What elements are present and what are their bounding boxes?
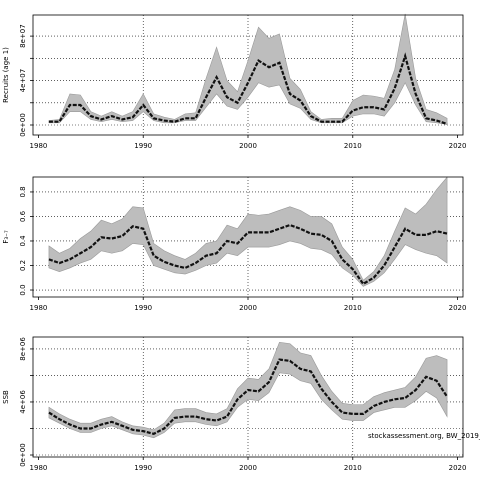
y-tick-label: 0.6 <box>19 210 27 222</box>
y-tick-label: 0.0 <box>19 284 27 295</box>
x-tick-label: 1990 <box>134 464 152 472</box>
y-tick-label: 0.2 <box>19 260 27 271</box>
estimate-line <box>48 223 448 286</box>
y-tick-label: 0.4 <box>19 235 27 247</box>
x-tick-label: 2010 <box>344 142 362 150</box>
confidence-band <box>48 13 448 125</box>
estimate-line <box>48 358 448 435</box>
estimate-line <box>48 52 448 125</box>
y-tick-label: 8e+07 <box>19 24 27 48</box>
y-tick-label: 0e+00 <box>19 113 27 137</box>
panel: 1980 1990 2000 2010 2020 0e+00 4e+07 8e+07 Recru… <box>2 13 467 150</box>
y-tick-label: 4e+06 <box>19 390 27 414</box>
x-tick-label: 1990 <box>134 142 152 150</box>
x-tick-label: 1980 <box>30 464 48 472</box>
x-tick-label: 1990 <box>134 304 152 312</box>
y-axis-label: Recruits (age 1) <box>2 47 10 103</box>
x-tick-label: 2000 <box>239 464 257 472</box>
y-axis-label: SSB <box>2 390 10 404</box>
x-tick-label: 1980 <box>30 304 48 312</box>
y-tick-label: 0e+00 <box>19 443 27 467</box>
x-tick-label: 2010 <box>344 304 362 312</box>
x-tick-label: 2010 <box>344 464 362 472</box>
x-tick-label: 2020 <box>449 464 467 472</box>
y-tick-label: 4e+07 <box>19 69 27 93</box>
y-tick-label: 8e+06 <box>19 337 27 361</box>
panel: 1980 1990 2000 2010 2020 0e+00 4e+06 8e+06 SSB st… <box>2 336 480 472</box>
x-tick-label: 2000 <box>239 304 257 312</box>
confidence-band <box>48 176 448 287</box>
x-tick-label: 2000 <box>239 142 257 150</box>
x-tick-label: 2020 <box>449 142 467 150</box>
panel: 1980 1990 2000 2010 2020 0.0 0.2 0.4 0.6 0.8 F₃₋₇ <box>2 176 467 312</box>
x-tick-label: 1980 <box>30 142 48 150</box>
x-tick-label: 2020 <box>449 304 467 312</box>
annotation: stockassessment.org, BW_2019_Cjelt_r12 <box>368 432 480 440</box>
y-tick-label: 0.8 <box>19 186 27 197</box>
y-axis-label: F₃₋₇ <box>2 230 10 244</box>
